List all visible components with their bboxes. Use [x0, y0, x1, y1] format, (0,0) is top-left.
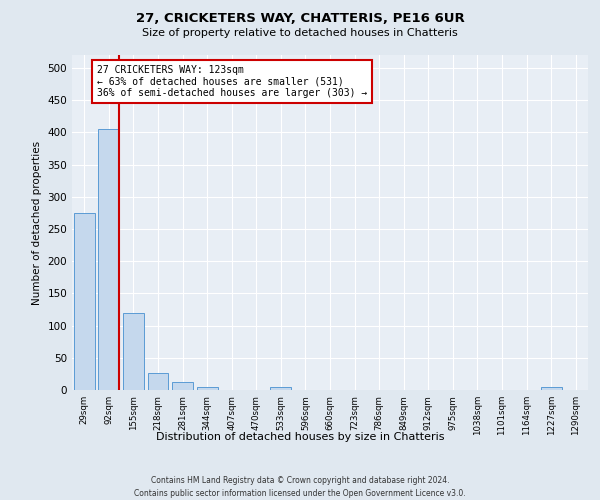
Bar	[123, 312, 144, 390]
Text: 27, CRICKETERS WAY, CHATTERIS, PE16 6UR: 27, CRICKETERS WAY, CHATTERIS, PE16 6UR	[136, 12, 464, 26]
Y-axis label: Number of detached properties: Number of detached properties	[32, 140, 42, 304]
Bar	[197, 387, 218, 390]
Text: Size of property relative to detached houses in Chatteris: Size of property relative to detached ho…	[142, 28, 458, 38]
Text: 27 CRICKETERS WAY: 123sqm
← 63% of detached houses are smaller (531)
36% of semi: 27 CRICKETERS WAY: 123sqm ← 63% of detac…	[97, 64, 367, 98]
Bar	[541, 387, 562, 390]
Text: Contains HM Land Registry data © Crown copyright and database right 2024.
Contai: Contains HM Land Registry data © Crown c…	[134, 476, 466, 498]
Bar	[271, 387, 292, 390]
Bar	[98, 129, 119, 390]
Text: Distribution of detached houses by size in Chatteris: Distribution of detached houses by size …	[156, 432, 444, 442]
Bar	[74, 213, 95, 390]
Bar	[172, 382, 193, 390]
Bar	[148, 372, 169, 390]
